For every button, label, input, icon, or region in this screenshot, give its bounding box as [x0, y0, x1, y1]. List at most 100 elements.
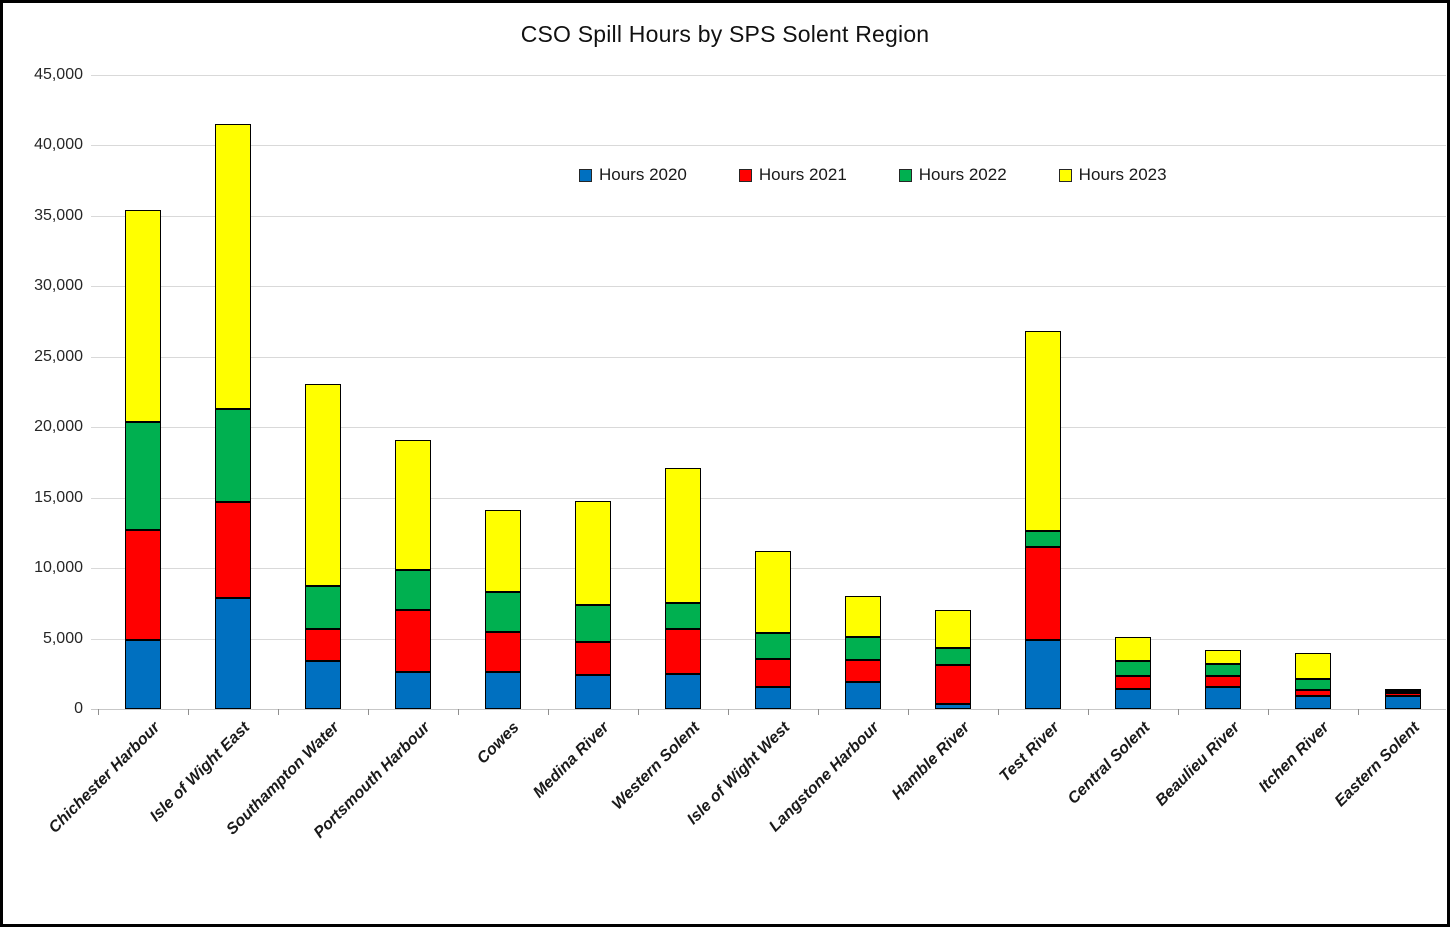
segment-hours-2022 — [395, 569, 431, 611]
segment-hours-2020 — [485, 672, 521, 709]
legend-label: Hours 2021 — [758, 165, 847, 184]
bar-isle-of-wight-east — [215, 75, 251, 709]
x-axis-tick — [1178, 709, 1179, 715]
segment-hours-2021 — [935, 665, 971, 705]
segment-hours-2023 — [935, 609, 971, 649]
segment-hours-2020 — [1295, 695, 1331, 709]
segment-hours-2022 — [1115, 661, 1151, 676]
gridline-25000 — [91, 356, 1446, 358]
segment-hours-2020 — [1205, 687, 1241, 709]
segment-hours-2023 — [305, 383, 341, 587]
segment-hours-2022 — [215, 408, 251, 502]
x-axis-tick — [1358, 709, 1359, 715]
legend-item-hours-2023: Hours 2023 — [1058, 165, 1167, 185]
x-axis-category-label: Test River — [996, 719, 1064, 786]
segment-hours-2023 — [1025, 331, 1061, 531]
bar-langstone-harbour — [845, 75, 881, 709]
x-axis-category-label: Beaulieu River — [1152, 719, 1244, 810]
segment-hours-2020 — [845, 682, 881, 709]
segment-hours-2020 — [1025, 639, 1061, 709]
segment-hours-2021 — [215, 501, 251, 598]
x-axis-tick — [98, 709, 99, 715]
segment-hours-2020 — [1115, 688, 1151, 709]
bar-beaulieu-river — [1205, 75, 1241, 709]
segment-hours-2023 — [395, 439, 431, 570]
y-axis-tick-label: 20,000 — [34, 418, 83, 436]
y-axis-tick-label: 15,000 — [34, 488, 83, 506]
segment-hours-2020 — [1385, 696, 1421, 709]
gridline-40000 — [91, 145, 1446, 147]
segment-hours-2022 — [665, 602, 701, 630]
legend-item-hours-2020: Hours 2020 — [579, 165, 687, 185]
segment-hours-2023 — [575, 500, 611, 606]
segment-hours-2023 — [665, 468, 701, 603]
x-axis-tick — [368, 709, 369, 715]
segment-hours-2023 — [1205, 649, 1241, 664]
segment-hours-2020 — [665, 674, 701, 709]
x-axis-tick — [1088, 709, 1089, 715]
y-axis-tick-label: 35,000 — [34, 206, 83, 224]
segment-hours-2020 — [395, 671, 431, 709]
y-axis-tick-label: 30,000 — [34, 277, 83, 295]
x-axis-tick — [818, 709, 819, 715]
segment-hours-2021 — [755, 659, 791, 688]
x-axis-category-label: Hamble River — [888, 719, 974, 804]
segment-hours-2021 — [845, 660, 881, 683]
segment-hours-2021 — [1115, 675, 1151, 689]
x-axis-category-label: Central Solent — [1064, 719, 1154, 808]
segment-hours-2023 — [215, 124, 251, 409]
segment-hours-2022 — [1205, 663, 1241, 676]
segment-hours-2021 — [1025, 546, 1061, 640]
legend-swatch-icon — [1058, 168, 1072, 182]
legend-label: Hours 2022 — [918, 165, 1007, 184]
x-axis-tick — [548, 709, 549, 715]
x-axis-tick — [908, 709, 909, 715]
chart-title: CSO Spill Hours by SPS Solent Region — [520, 21, 930, 47]
bar-cowes — [485, 75, 521, 709]
legend-swatch-icon — [898, 168, 912, 182]
segment-hours-2023 — [1295, 653, 1331, 680]
gridline-35000 — [91, 215, 1446, 217]
x-axis-tick — [638, 709, 639, 715]
legend-label: Hours 2020 — [599, 165, 687, 184]
segment-hours-2022 — [1295, 679, 1331, 690]
x-axis-category-label: Chichester Harbour — [45, 719, 164, 837]
x-axis-tick — [1268, 709, 1269, 715]
bar-southampton-water — [305, 75, 341, 709]
y-axis-tick-label: 5,000 — [42, 629, 83, 647]
segment-hours-2022 — [125, 421, 161, 531]
y-axis-tick-label: 10,000 — [34, 559, 83, 577]
segment-hours-2021 — [1295, 690, 1331, 696]
x-axis-category-label: Itchen River — [1256, 719, 1334, 796]
segment-hours-2021 — [395, 610, 431, 672]
segment-hours-2023 — [845, 595, 881, 638]
x-axis-tick — [1447, 709, 1448, 715]
segment-hours-2023 — [1115, 637, 1151, 662]
segment-hours-2020 — [755, 687, 791, 709]
segment-hours-2022 — [935, 648, 971, 666]
bar-portsmouth-harbour — [395, 75, 431, 709]
legend-item-hours-2021: Hours 2021 — [738, 165, 847, 185]
segment-hours-2020 — [305, 661, 341, 709]
x-axis-category-label: Eastern Solent — [1331, 719, 1424, 811]
segment-hours-2021 — [485, 632, 521, 673]
segment-hours-2023 — [125, 210, 161, 422]
segment-hours-2023 — [1385, 688, 1421, 691]
gridline-20000 — [91, 427, 1446, 429]
segment-hours-2020 — [575, 675, 611, 709]
x-axis-category-label: Medina River — [530, 719, 614, 802]
segment-hours-2022 — [575, 605, 611, 643]
y-axis-tick-label: 40,000 — [34, 136, 83, 154]
segment-hours-2021 — [1385, 692, 1421, 697]
bar-test-river — [1025, 75, 1061, 709]
legend-swatch-icon — [579, 168, 592, 182]
x-axis-tick — [728, 709, 729, 715]
segment-hours-2023 — [485, 510, 521, 593]
gridline-45000 — [91, 75, 1446, 76]
segment-hours-2022 — [1025, 530, 1061, 547]
y-axis-tick-label: 45,000 — [34, 66, 83, 83]
bar-central-solent — [1115, 75, 1151, 709]
x-axis-category-label: Western Solent — [608, 719, 704, 814]
chart-legend: Hours 2020 Hours 2021 Hours 2022 Hours 2023 — [579, 165, 1167, 185]
